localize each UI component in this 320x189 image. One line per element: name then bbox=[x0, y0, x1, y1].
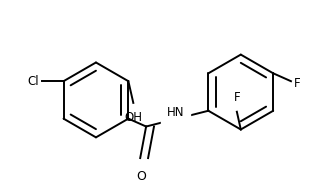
Text: HN: HN bbox=[166, 106, 184, 119]
Text: Cl: Cl bbox=[27, 75, 39, 88]
Text: O: O bbox=[136, 170, 146, 183]
Text: OH: OH bbox=[124, 111, 142, 124]
Text: F: F bbox=[294, 77, 300, 90]
Text: F: F bbox=[234, 91, 240, 104]
